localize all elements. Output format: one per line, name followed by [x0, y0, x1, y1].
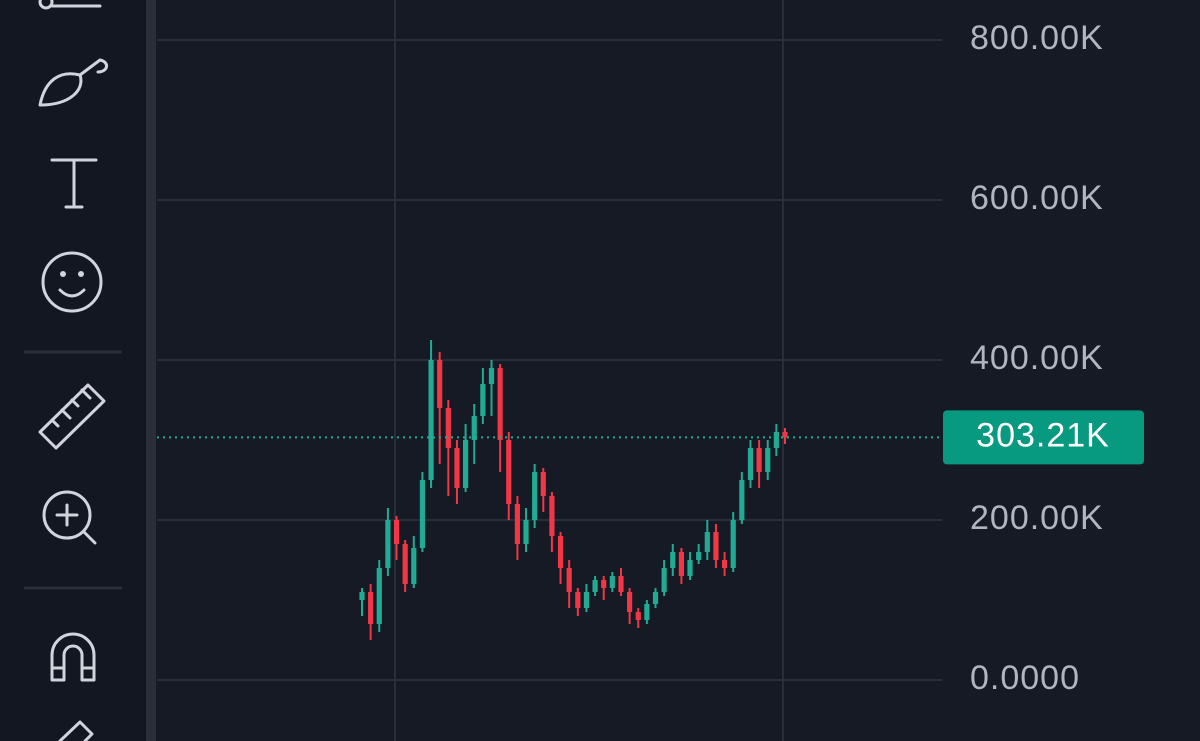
candle-body [575, 592, 581, 608]
candle-body [402, 544, 408, 584]
candle-body [445, 408, 451, 448]
candle-body [393, 520, 400, 544]
last-price-box [943, 410, 1144, 465]
candle-body [721, 560, 728, 568]
candle-body [652, 592, 659, 604]
toolbar-divider [146, 0, 156, 741]
y-tick-label: 200.00K [970, 499, 1104, 537]
toolbar-icons [24, 0, 122, 741]
candle-body [713, 532, 719, 560]
candle-body [583, 592, 590, 608]
candle-body [687, 560, 693, 576]
candle-body [635, 612, 641, 620]
candle-body [428, 360, 434, 480]
candle-body [592, 580, 598, 592]
candle-body [376, 568, 382, 624]
candle-body [739, 480, 745, 520]
y-tick-label: 800.00K [970, 19, 1104, 57]
candle-body [618, 576, 624, 592]
candle-body [497, 368, 503, 440]
candle-body [609, 576, 615, 588]
candle-body [411, 548, 417, 584]
emoji-tool[interactable] [41, 251, 103, 313]
brush-tool[interactable] [38, 58, 108, 107]
candle-body [359, 592, 365, 600]
magnet-tool[interactable] [50, 632, 96, 682]
candle-body [678, 552, 684, 576]
last-price-label: 303.21K [976, 416, 1110, 454]
y-tick-label: 400.00K [970, 339, 1104, 377]
candle-body [437, 360, 443, 408]
candle-body [532, 472, 538, 520]
line-tool[interactable] [38, 0, 102, 10]
candle-body [756, 448, 762, 472]
pencil-tool[interactable] [58, 720, 94, 741]
candle-body [765, 448, 771, 472]
candle-body [454, 448, 460, 488]
candle-body [488, 368, 495, 384]
candle-body [670, 552, 676, 568]
ruler-tool[interactable] [38, 383, 106, 450]
y-tick-label: 600.00K [970, 179, 1104, 217]
candle-body [419, 480, 426, 548]
plot: 0.0000 200.00K 400.00K 600.00K 800.00K 303.21… [157, 19, 1144, 697]
zoom-tool[interactable] [42, 490, 97, 545]
candle-body [747, 448, 754, 480]
candle-body [730, 520, 736, 568]
candle-body [661, 568, 667, 592]
candle-body [480, 384, 486, 416]
candle-body [368, 592, 374, 624]
candle-body [696, 552, 702, 560]
candle-body [549, 496, 555, 536]
candle-body [514, 504, 520, 544]
candle-body [523, 520, 529, 544]
candle-body [601, 580, 607, 588]
candle-body [566, 568, 572, 592]
candle-body [627, 592, 633, 612]
y-tick-label: 0.0000 [970, 659, 1080, 697]
candle-body [385, 520, 391, 568]
candle-body [506, 440, 512, 504]
text-tool[interactable] [50, 158, 98, 209]
candle-body [782, 432, 788, 438]
candle-body [773, 432, 779, 448]
candle-body [644, 604, 650, 620]
candle-body [463, 440, 469, 488]
candle-body [471, 416, 477, 440]
candle-body [557, 536, 564, 568]
toolbar [0, 0, 146, 741]
candle-body [540, 472, 546, 496]
candle-body [704, 532, 710, 552]
